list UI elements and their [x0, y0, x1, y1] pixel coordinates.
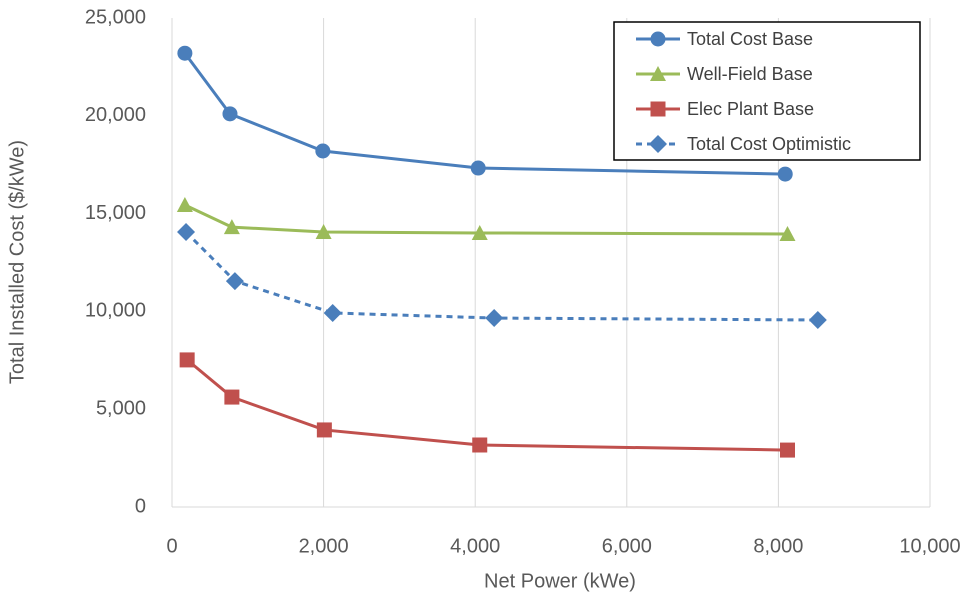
legend-label: Total Cost Base [687, 29, 813, 49]
x-axis-label: Net Power (kWe) [484, 570, 636, 592]
y-tick-label: 0 [135, 495, 146, 517]
data-point [323, 303, 342, 322]
data-point [777, 166, 793, 182]
data-point [176, 196, 193, 212]
data-point [316, 422, 332, 438]
y-tick-label: 15,000 [85, 202, 146, 224]
y-tick-label: 10,000 [85, 300, 146, 322]
data-point [177, 222, 196, 241]
data-point [485, 309, 504, 328]
y-tick-label: 5,000 [96, 397, 146, 419]
data-point [224, 389, 240, 405]
legend-marker [650, 101, 666, 117]
data-point [225, 272, 244, 291]
data-point [808, 311, 827, 330]
x-tick-label: 0 [166, 535, 177, 557]
legend: Total Cost Base Well-Field Base Elec Plant… [613, 21, 921, 161]
legend-box [613, 21, 921, 161]
x-tick-label: 8,000 [753, 535, 803, 557]
legend-label: Well-Field Base [687, 64, 813, 84]
legend-label: Elec Plant Base [687, 99, 814, 119]
x-tick-label: 4,000 [450, 535, 500, 557]
legend-marker [650, 31, 666, 47]
data-point [222, 106, 238, 122]
legend-label: Total Cost Optimistic [687, 134, 851, 154]
x-tick-label: 10,000 [899, 535, 960, 557]
data-point [223, 219, 240, 235]
y-tick-label: 25,000 [85, 6, 146, 28]
data-point [779, 225, 796, 241]
data-point [472, 437, 488, 453]
data-point [177, 45, 193, 61]
x-tick-label: 2,000 [299, 535, 349, 557]
data-point [779, 442, 795, 458]
x-tick-label: 6,000 [602, 535, 652, 557]
series-line [184, 230, 818, 322]
data-point [179, 352, 195, 368]
data-point [470, 160, 486, 176]
y-axis-label: Total Installed Cost ($/kWe) [6, 140, 28, 384]
series-line [184, 203, 788, 236]
data-point [315, 223, 332, 239]
legend-marker [649, 135, 667, 153]
y-tick-label: 20,000 [85, 104, 146, 126]
legend-marker [650, 66, 666, 81]
series-line [186, 358, 788, 452]
data-point [315, 143, 331, 159]
data-point [471, 224, 488, 240]
